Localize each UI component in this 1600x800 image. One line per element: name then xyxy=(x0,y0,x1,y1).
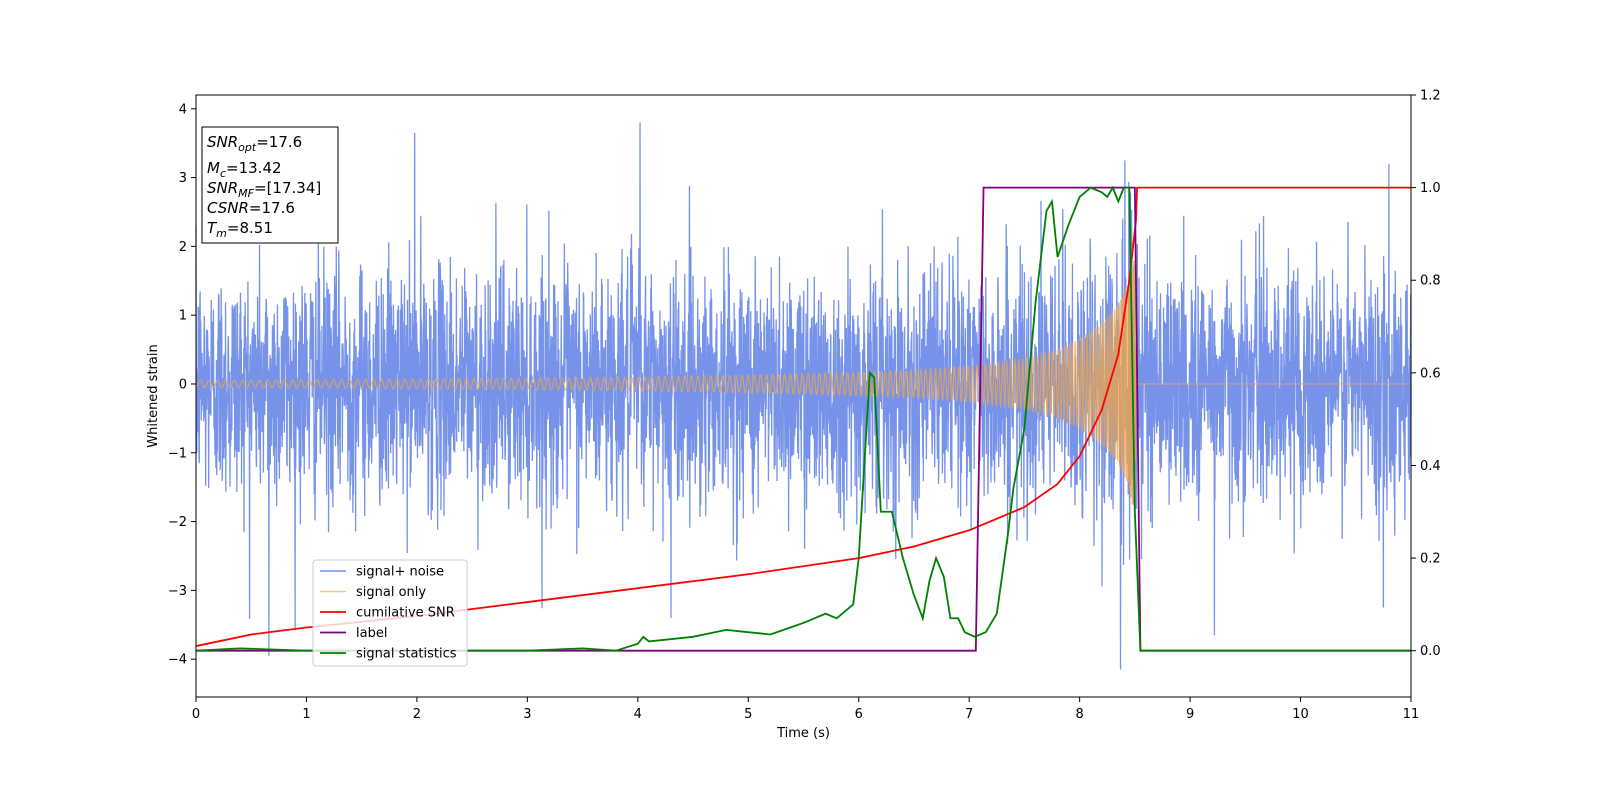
y-tick-label: 2 xyxy=(179,240,187,255)
series-signal-only xyxy=(195,260,1411,519)
annotation-box: SNRopt=17.6 Mc=13.42SNRMF=[17.34]CSNR=17.… xyxy=(201,126,339,244)
legend: signal+ noise signal only cumilative SNR la… xyxy=(312,559,468,667)
y-axis-right: 1.2 1.0 0.8 0.6 0.4 0.2 0.0 xyxy=(1411,89,1441,659)
y2-tick-label: 1.0 xyxy=(1420,181,1441,196)
x-tick-label: 2 xyxy=(413,707,421,722)
y2-tick-label: 0.2 xyxy=(1420,552,1441,567)
legend-label: signal+ noise xyxy=(356,565,444,580)
legend-frame xyxy=(312,559,468,667)
y2-tick-label: 0.6 xyxy=(1420,366,1441,381)
y-axis-label: Whitened strain xyxy=(146,344,161,447)
y-tick-label: 0 xyxy=(179,377,187,392)
y2-tick-label: 1.2 xyxy=(1420,89,1441,104)
x-tick-label: 1 xyxy=(302,707,310,722)
y-tick-label: 4 xyxy=(179,102,187,117)
legend-label: signal statistics xyxy=(356,647,457,662)
y2-tick-label: 0.8 xyxy=(1420,274,1441,289)
y-axis-left: 4 3 2 1 0 −1 −2 −3 −4 xyxy=(168,102,196,668)
x-tick-label: 11 xyxy=(1403,707,1420,722)
y-tick-label: −1 xyxy=(168,446,187,461)
x-tick-label: 0 xyxy=(192,707,200,722)
x-tick-label: 5 xyxy=(744,707,752,722)
plot-frame xyxy=(195,94,1412,698)
x-axis-label: Time (s) xyxy=(776,726,830,741)
y-tick-label: −3 xyxy=(168,584,187,599)
legend-label: cumilative SNR xyxy=(356,606,455,621)
annotation-line: Mc=13.42 xyxy=(207,159,282,180)
annotation-frame xyxy=(201,126,339,244)
x-tick-label: 9 xyxy=(1186,707,1194,722)
x-tick-label: 8 xyxy=(1075,707,1083,722)
y-tick-label: 1 xyxy=(179,309,187,324)
y-tick-label: 3 xyxy=(179,171,187,186)
legend-label: signal only xyxy=(356,585,426,600)
line-signal-statistics xyxy=(195,185,1411,652)
y2-tick-label: 0.4 xyxy=(1420,459,1441,474)
line-signal-only xyxy=(195,260,1411,519)
x-tick-label: 4 xyxy=(634,707,642,722)
x-tick-label: 3 xyxy=(523,707,531,722)
annotation-line: Tm=8.51 xyxy=(207,219,273,240)
x-tick-label: 10 xyxy=(1292,707,1309,722)
annotation-line: SNRopt=17.6 xyxy=(207,133,302,154)
x-tick-label: 6 xyxy=(855,707,863,722)
annotation-line: CSNR=17.6 xyxy=(207,199,295,217)
x-tick-label: 7 xyxy=(965,707,973,722)
annotation-line: SNRMF=[17.34] xyxy=(207,179,321,200)
y-tick-label: −2 xyxy=(168,515,187,530)
legend-label: label xyxy=(356,626,387,641)
y2-tick-label: 0.0 xyxy=(1420,644,1441,659)
y-tick-label: −4 xyxy=(168,653,187,668)
x-axis: 0 1 2 3 4 5 6 7 8 9 10 11 xyxy=(192,697,1419,722)
